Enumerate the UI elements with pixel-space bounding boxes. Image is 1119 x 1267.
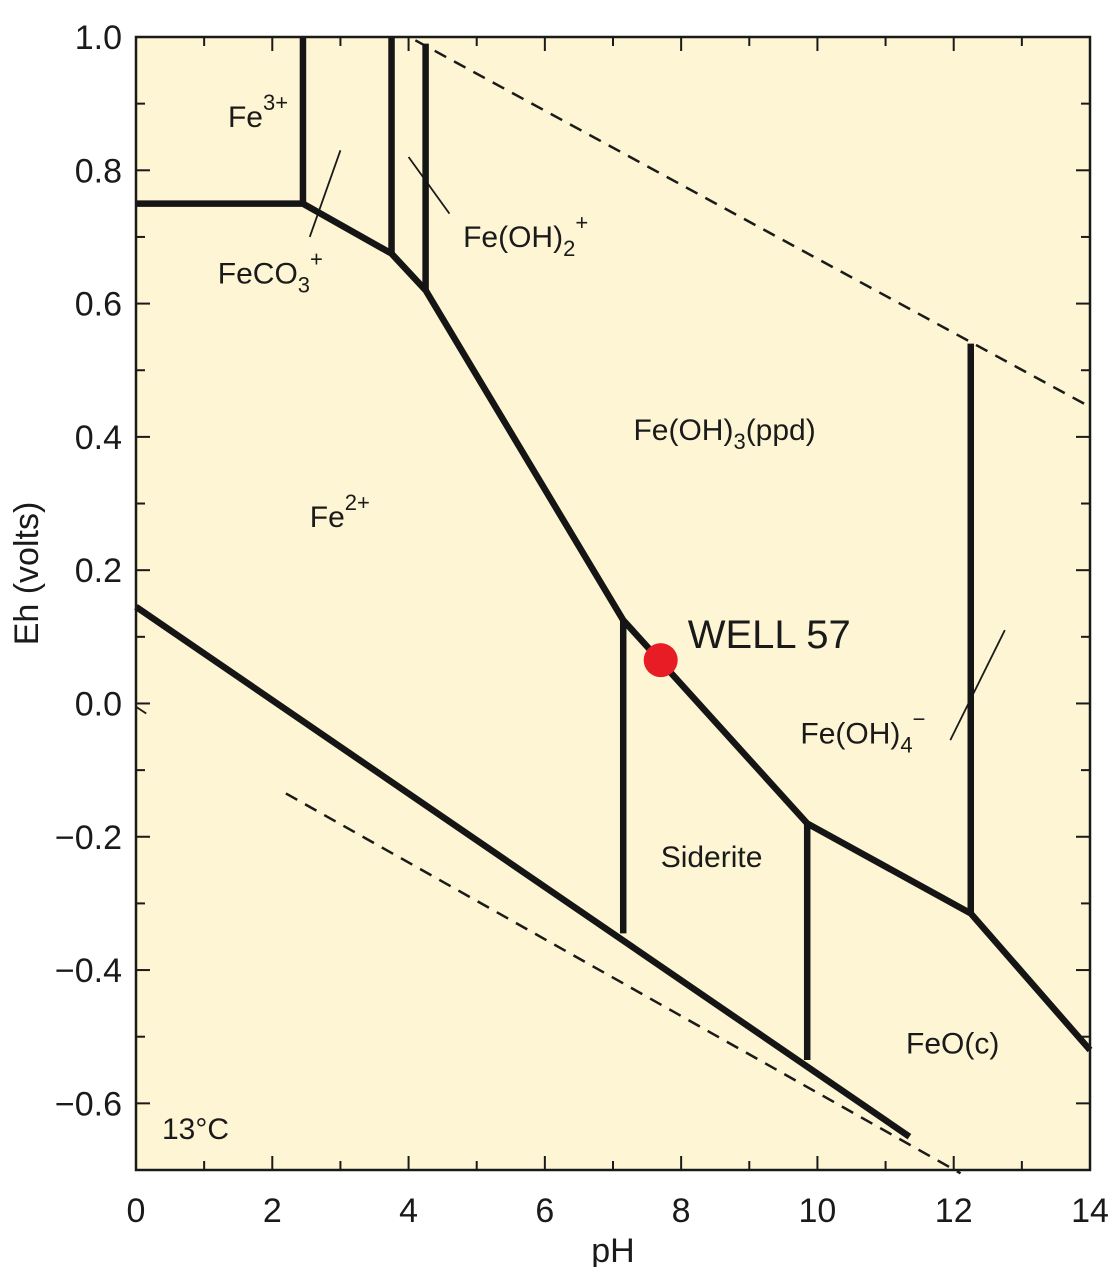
- x-tick-label: 0: [127, 1192, 146, 1230]
- y-tick-label: 0.4: [75, 419, 122, 457]
- x-tick-label: 2: [263, 1192, 282, 1230]
- region-label: Fe(OH)4−: [800, 706, 925, 757]
- x-tick-label: 14: [1071, 1192, 1109, 1230]
- y-tick-label: 0.8: [75, 152, 122, 190]
- y-tick-label: −0.6: [55, 1085, 122, 1123]
- y-tick-label: 1.0: [75, 19, 122, 57]
- x-tick-label: 6: [535, 1192, 554, 1230]
- region-label: Fe(OH)3(ppd): [633, 414, 815, 454]
- water-limit-line: [285, 792, 962, 1175]
- y-tick-label: 0.6: [75, 286, 122, 324]
- leader-line: [949, 629, 1006, 741]
- y-tick-label: 0.2: [75, 552, 122, 590]
- x-tick-label: 4: [399, 1192, 418, 1230]
- temperature-label: 13°C: [162, 1113, 229, 1146]
- boundary-layer: [134, 37, 1093, 1175]
- label-layer: 0 2 4 6 8 10 12 14 1.0 0.8 0.6 0.4 0.2 0.0 −0.2 −0.4 −0.…: [55, 19, 1109, 1230]
- region-label: Siderite: [661, 841, 763, 874]
- water-limit-line: [414, 39, 1091, 408]
- region-label: Fe3+: [228, 90, 288, 134]
- x-tick-label: 8: [672, 1192, 691, 1230]
- y-tick-label: 0.0: [75, 685, 122, 723]
- x-tick-label: 10: [799, 1192, 837, 1230]
- region-label: FeO(c): [906, 1027, 999, 1060]
- y-axis-title: Eh (volts): [8, 502, 46, 646]
- well-57-marker: [643, 643, 678, 678]
- leader-line: [308, 149, 342, 238]
- leader-line: [407, 156, 451, 215]
- species-boundary-line: [136, 200, 1093, 1053]
- x-axis-title: pH: [591, 1232, 634, 1267]
- region-label: Fe(OH)2+: [463, 210, 588, 261]
- y-tick-label: −0.4: [55, 952, 122, 990]
- x-tick-label: 12: [935, 1192, 973, 1230]
- region-label: Fe2+: [310, 490, 370, 534]
- species-boundary-line: [134, 604, 912, 1140]
- region-label: FeCO3+: [218, 247, 323, 298]
- sample-point-label: WELL 57: [688, 613, 851, 657]
- leader-line: [135, 706, 147, 715]
- plot-frame: [134, 35, 1092, 1172]
- y-tick-label: −0.2: [55, 819, 122, 857]
